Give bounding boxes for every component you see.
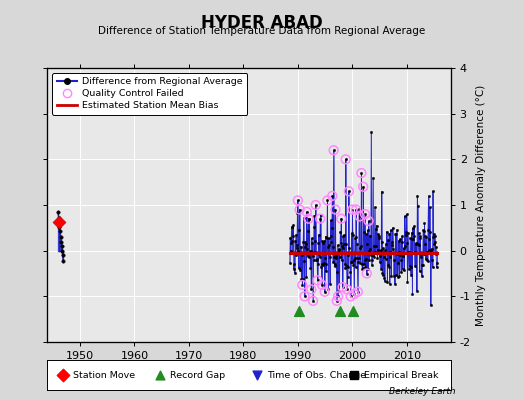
Point <box>350 372 358 378</box>
Point <box>355 213 364 220</box>
Point <box>334 293 342 300</box>
Point <box>298 282 307 288</box>
Point <box>253 372 261 378</box>
Point <box>346 293 355 300</box>
Point <box>312 202 320 208</box>
Point <box>318 282 326 288</box>
Point <box>331 206 340 213</box>
Text: Time of Obs. Change: Time of Obs. Change <box>267 370 366 380</box>
Point <box>333 298 341 304</box>
Point <box>359 184 367 190</box>
Point <box>300 293 309 300</box>
Point <box>364 218 373 224</box>
Point <box>342 156 350 162</box>
Point <box>337 216 345 222</box>
Point <box>309 298 317 304</box>
Point <box>313 277 322 284</box>
Text: HYDER ABAD: HYDER ABAD <box>201 14 323 32</box>
Point <box>354 288 362 295</box>
Y-axis label: Monthly Temperature Anomaly Difference (°C): Monthly Temperature Anomaly Difference (… <box>476 84 486 326</box>
Point <box>349 308 357 314</box>
Point <box>350 291 358 297</box>
Point <box>330 147 338 154</box>
Legend: Difference from Regional Average, Quality Control Failed, Estimated Station Mean: Difference from Regional Average, Qualit… <box>52 73 247 115</box>
Point <box>363 270 371 277</box>
Point <box>59 372 68 378</box>
Text: Station Move: Station Move <box>73 370 136 380</box>
Point <box>156 372 165 378</box>
Point <box>293 197 302 204</box>
Point <box>304 216 313 222</box>
Point <box>323 197 332 204</box>
Point <box>343 286 351 293</box>
Point <box>316 216 324 222</box>
Point <box>352 206 360 213</box>
Text: Difference of Station Temperature Data from Regional Average: Difference of Station Temperature Data f… <box>99 26 425 36</box>
Text: Berkeley Earth: Berkeley Earth <box>389 387 456 396</box>
Point <box>336 308 344 314</box>
Text: Empirical Break: Empirical Break <box>364 370 439 380</box>
Text: Record Gap: Record Gap <box>170 370 225 380</box>
Point <box>357 170 366 176</box>
Point <box>55 219 63 226</box>
Point <box>307 286 315 293</box>
Point <box>361 211 369 217</box>
Point <box>296 206 304 213</box>
Point <box>321 288 329 295</box>
Point <box>328 193 336 199</box>
Point <box>295 308 303 314</box>
Point <box>339 284 347 290</box>
Point <box>345 188 353 194</box>
Point <box>348 206 357 213</box>
Point <box>302 209 311 215</box>
